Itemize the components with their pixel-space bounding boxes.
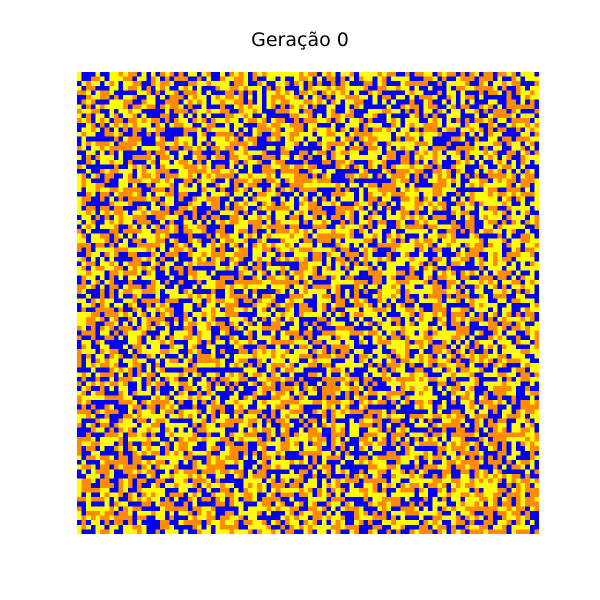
grid-canvas bbox=[77, 72, 539, 534]
generation-title: Geração 0 bbox=[251, 29, 349, 51]
cellular-automaton-grid bbox=[77, 72, 539, 534]
